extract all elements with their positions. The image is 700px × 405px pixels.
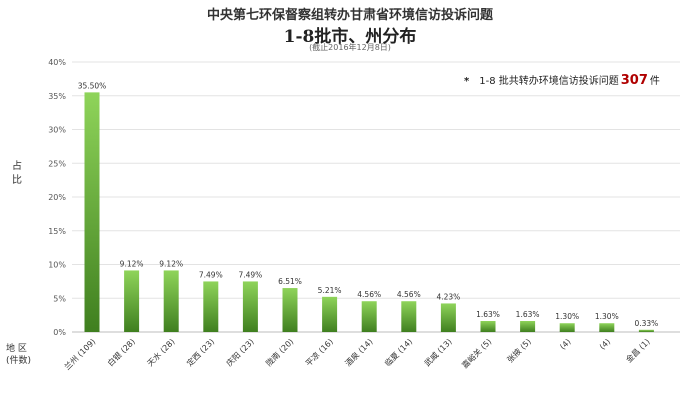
note-star: * [464, 76, 470, 87]
chart-subtitle-main: 1-8批市、州分布 [283, 27, 417, 47]
bar-value-label: 4.56% [357, 290, 381, 299]
bar-value-label: 9.12% [120, 259, 144, 268]
x-tick-label: 武威 (13) [422, 336, 454, 368]
y-tick-label: 15% [48, 227, 66, 236]
bar-value-label: 1.30% [595, 312, 619, 321]
bar-value-label: 1.30% [555, 312, 579, 321]
bar-value-label: 7.49% [199, 270, 223, 279]
bar-value-label: 9.12% [159, 259, 183, 268]
bar [322, 296, 338, 332]
x-tick-label: (4) [558, 337, 572, 351]
x-tick-label: 临夏 (14) [382, 336, 414, 368]
bar [124, 270, 140, 332]
y-tick-label: 5% [53, 294, 66, 303]
x-tick-label: 兰州 (109) [62, 336, 97, 371]
bar [163, 270, 179, 332]
total-count-note: * 1-8 批共转办环境信访投诉问题 307 件 [464, 72, 660, 88]
bar [401, 301, 417, 332]
y-tick-label: 20% [48, 193, 66, 202]
bar [203, 281, 219, 332]
y-tick-labels: 0% 5% 10% 15% 20% 25% 30% 35% 40% [48, 58, 66, 337]
bar-value-label: 35.50% [78, 81, 107, 90]
x-tick-label: (4) [598, 337, 612, 351]
bar-value-label: 7.49% [238, 270, 262, 279]
bar-value-label: 4.23% [436, 292, 460, 301]
chart-date-note: (截止2016年12月8日) [309, 43, 391, 52]
bar [599, 323, 615, 332]
bar [480, 320, 496, 332]
bar-value-labels: 35.50% 9.12% 9.12% 7.49% 7.49% 6.51% 5.21% 4.56… [78, 81, 659, 327]
note-text: 1-8 批共转办环境信访投诉问题 [479, 76, 619, 87]
bar [520, 320, 536, 332]
x-tick-label: 陇南 (20) [264, 336, 296, 368]
x-tick-label: 白银 (28) [105, 336, 137, 368]
gridlines [72, 61, 680, 333]
note-count: 307 [620, 73, 648, 88]
x-tick-label: 酒泉 (14) [343, 336, 375, 368]
bar-value-label: 6.51% [278, 277, 302, 286]
bar-value-label: 4.56% [397, 290, 421, 299]
y-axis-label: 占比 [12, 161, 22, 186]
y-tick-label: 25% [48, 159, 66, 168]
bar-value-label: 5.21% [318, 286, 342, 295]
x-tick-label: 平凉 (16) [303, 336, 335, 368]
x-tick-labels: 兰州 (109) 白银 (28) 天水 (28) 定西 (23) 庆阳 (23) 陇南 (… [62, 336, 652, 371]
y-tick-label: 35% [48, 92, 66, 101]
x-axis-label-line2: (件数) [6, 356, 32, 366]
x-axis-label-line1: 地 区 [6, 344, 27, 354]
note-unit: 件 [649, 76, 660, 87]
x-tick-label: 庆阳 (23) [224, 336, 256, 368]
bar [282, 288, 298, 332]
x-tick-label: 天水 (28) [145, 336, 177, 368]
bar [638, 329, 654, 332]
bar [242, 281, 258, 332]
bars [84, 92, 654, 332]
bar-value-label: 1.63% [476, 310, 500, 319]
x-axis-label: 地 区 (件数) [6, 343, 31, 367]
x-tick-label: 定西 (23) [184, 336, 216, 368]
y-tick-label: 0% [53, 328, 66, 337]
bar-value-label: 0.33% [634, 319, 658, 328]
x-tick-label: 金昌 (1) [624, 336, 652, 364]
y-tick-label: 40% [48, 58, 66, 67]
bar-value-label: 1.63% [516, 310, 540, 319]
y-tick-label: 30% [48, 126, 66, 135]
y-tick-label: 10% [48, 261, 66, 270]
bar [559, 323, 575, 332]
x-tick-label: 嘉峪关 (5) [460, 336, 494, 370]
bar [84, 92, 100, 332]
bar [361, 301, 377, 332]
bar [440, 303, 456, 332]
chart-title: 中央第七环保督察组转办甘肃省环境信访投诉问题 [206, 8, 493, 23]
x-tick-label: 张掖 (5) [505, 336, 533, 364]
